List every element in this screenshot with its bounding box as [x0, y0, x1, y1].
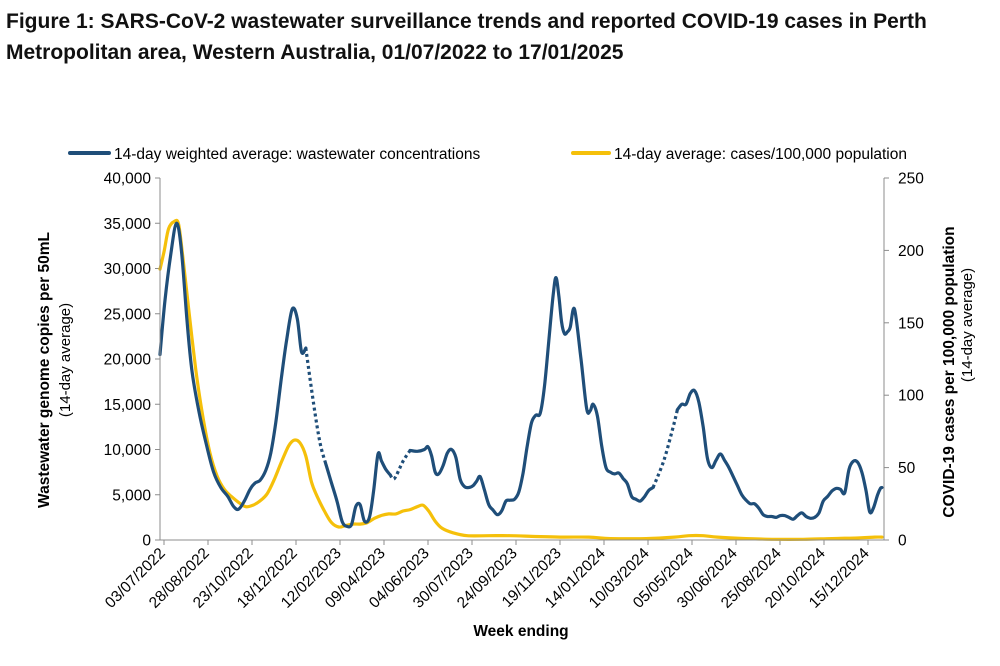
right-axis-title: COVID-19 cases per 100,000 population: [941, 226, 958, 517]
left-tick-label: 5,000: [112, 487, 151, 504]
right-tick-label: 100: [898, 388, 924, 405]
left-axis-subtitle: (14-day average): [57, 303, 74, 417]
right-tick-label: 200: [898, 243, 924, 260]
series-line-wastewater: [408, 276, 655, 517]
series-line-wastewater-estimated: [388, 449, 412, 481]
left-axis-title: Wastewater genome copies per 50mL: [36, 232, 53, 508]
right-tick-label: 250: [898, 171, 924, 188]
series-line-cases: [158, 218, 884, 541]
left-tick-label: 25,000: [104, 306, 152, 323]
right-tick-label: 50: [898, 460, 916, 477]
figure-title: Figure 1: SARS-CoV-2 wastewater surveill…: [6, 10, 927, 64]
left-tick-label: 10,000: [104, 442, 152, 459]
series-line-wastewater: [324, 451, 392, 529]
legend-label-wastewater: 14-day weighted average: wastewater conc…: [114, 146, 480, 163]
left-tick-label: 15,000: [104, 397, 152, 414]
legend: 14-day weighted average: wastewater conc…: [68, 146, 907, 163]
series-line-wastewater: [158, 221, 308, 512]
right-axis-subtitle: (14-day average): [959, 268, 976, 382]
left-tick-label: 40,000: [104, 171, 152, 188]
left-tick-label: 30,000: [104, 261, 152, 278]
series-line-wastewater: [675, 388, 884, 521]
right-tick-label: 150: [898, 315, 924, 332]
left-tick-label: 35,000: [104, 216, 152, 233]
left-tick-label: 20,000: [104, 352, 152, 369]
left-tick-label: 0: [142, 533, 151, 550]
series-line-wastewater-estimated: [651, 409, 679, 489]
series-line-wastewater-estimated: [304, 347, 328, 465]
x-axis-title: Week ending: [473, 623, 568, 640]
legend-label-cases: 14-day average: cases/100,000 population: [614, 146, 907, 163]
right-tick-label: 0: [898, 533, 907, 550]
